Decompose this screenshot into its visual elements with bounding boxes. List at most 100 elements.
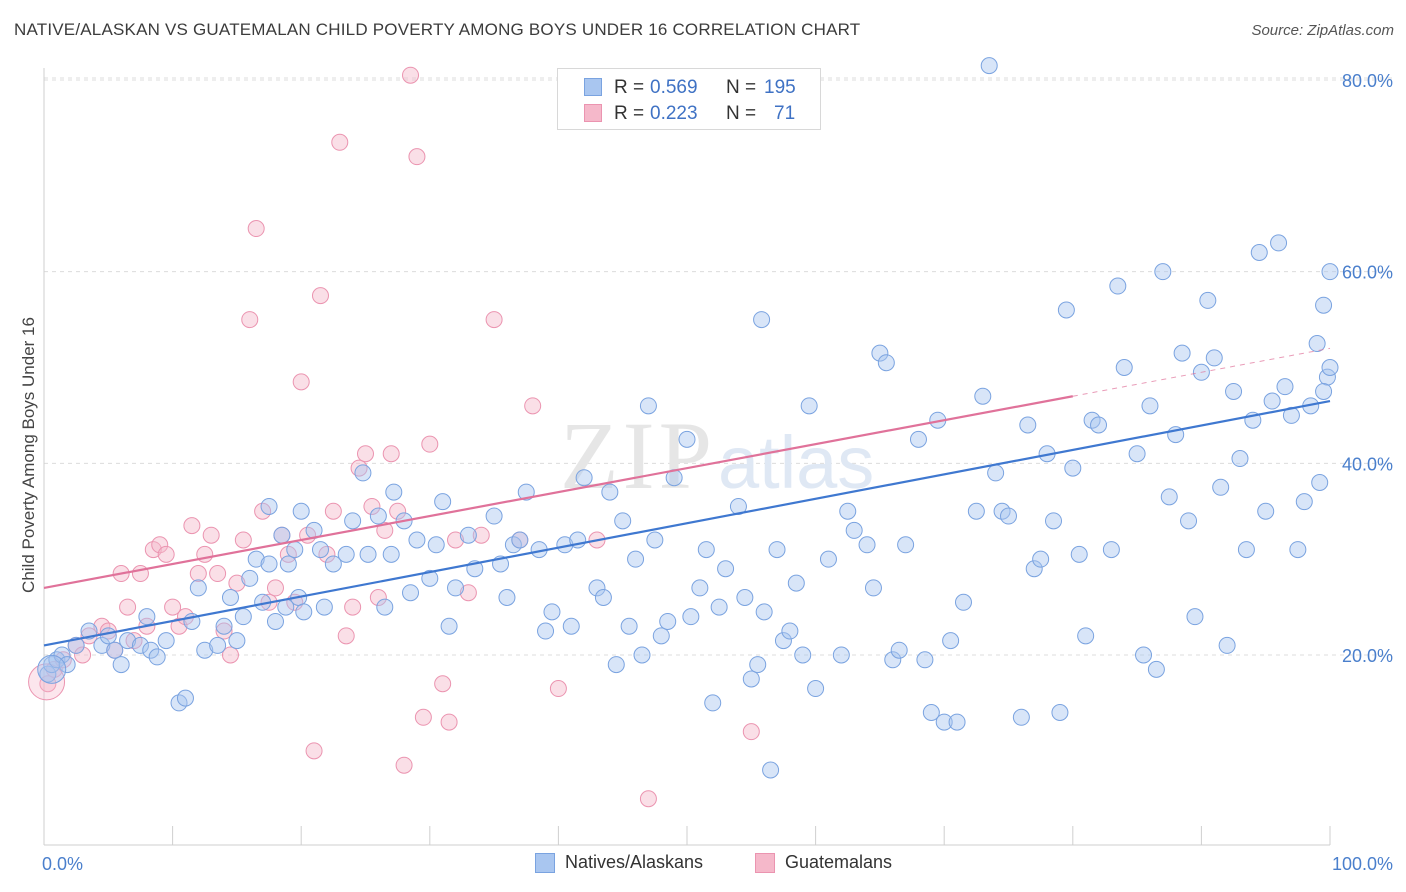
natives-point xyxy=(659,612,677,630)
natives-point xyxy=(189,579,207,597)
natives-point xyxy=(1212,478,1230,496)
natives-point xyxy=(215,617,233,635)
guatemalans-point xyxy=(742,723,760,741)
natives-point xyxy=(607,656,625,674)
natives-point xyxy=(1250,244,1268,261)
natives-point xyxy=(142,641,160,659)
guatemalans-point xyxy=(376,521,394,539)
natives-point xyxy=(138,608,156,626)
natives-point xyxy=(1102,541,1120,559)
natives-point xyxy=(1315,382,1333,400)
natives-point xyxy=(909,430,927,448)
natives-point xyxy=(39,665,57,683)
natives-point xyxy=(781,622,799,640)
guatemalans-point xyxy=(183,517,201,535)
natives-point xyxy=(1051,704,1069,721)
correlation-legend: R = 0.569 N = 195 R = 0.223 N = 71 xyxy=(557,68,821,130)
natives-point xyxy=(67,636,85,654)
natives-point xyxy=(620,617,638,635)
natives-point xyxy=(839,502,857,520)
natives-point xyxy=(119,632,137,650)
natives-point xyxy=(1270,234,1288,252)
natives-point xyxy=(736,589,754,606)
natives-point xyxy=(517,483,535,501)
guatemalans-point xyxy=(549,680,567,698)
natives-point xyxy=(99,627,117,645)
natives-point xyxy=(537,622,555,640)
guatemalans-point xyxy=(202,526,220,544)
y-tick-label: 80.0% xyxy=(1342,71,1393,91)
y-axis-label: Child Poverty Among Boys Under 16 xyxy=(19,317,38,593)
natives-point xyxy=(485,507,503,525)
natives-point xyxy=(691,579,709,597)
natives-point xyxy=(1109,277,1127,295)
natives-point xyxy=(614,512,632,530)
natives-point xyxy=(897,536,915,554)
guatemalans-point xyxy=(164,598,182,616)
natives-point xyxy=(93,636,111,654)
natives-point xyxy=(369,507,387,525)
guatemalans-point xyxy=(344,598,362,616)
natives-point xyxy=(354,464,372,482)
natives-point xyxy=(447,579,465,597)
natives-point xyxy=(942,632,960,650)
legend-n-value: 71 xyxy=(774,103,796,124)
guatemalans-point xyxy=(434,675,452,693)
natives-point xyxy=(1225,382,1243,400)
natives-point xyxy=(1141,397,1159,415)
natives-point xyxy=(148,648,166,666)
guatemalans-point xyxy=(324,502,342,520)
natives-point xyxy=(247,550,265,568)
natives-point xyxy=(408,531,426,549)
natives-point xyxy=(697,541,715,559)
guatemalans-point xyxy=(440,713,458,731)
legend-swatch-pink xyxy=(584,104,602,122)
y-tick-label: 60.0% xyxy=(1342,263,1393,283)
guatemalans-point xyxy=(414,708,432,726)
natives-point xyxy=(710,598,728,616)
natives-point xyxy=(627,550,645,568)
natives-point xyxy=(717,560,735,578)
natives-point xyxy=(292,502,310,520)
natives-point xyxy=(807,680,825,698)
trend-lines xyxy=(43,347,1331,647)
natives-point xyxy=(987,464,1005,482)
guatemalans-point xyxy=(74,646,92,664)
natives-point xyxy=(511,531,529,549)
natives-point xyxy=(1231,450,1249,468)
natives-point xyxy=(871,344,889,362)
natives-point xyxy=(633,646,651,664)
natives-point xyxy=(1025,560,1043,578)
guatemalans-points xyxy=(28,66,773,808)
natives-point xyxy=(337,545,355,563)
natives-point xyxy=(562,617,580,635)
natives-point xyxy=(286,541,304,559)
natives-point xyxy=(1019,416,1037,434)
tick-labels: 20.0% 40.0% 60.0% 80.0% 0.0% 100.0% xyxy=(42,71,1393,874)
natives-point xyxy=(459,526,477,544)
legend-n-value: 195 xyxy=(764,77,796,98)
natives-point xyxy=(266,612,284,630)
natives-point xyxy=(241,569,259,587)
natives-point xyxy=(1308,335,1326,353)
natives-point xyxy=(858,536,876,554)
natives-point xyxy=(678,430,696,448)
natives-point xyxy=(1321,263,1339,281)
natives-point xyxy=(1154,263,1172,281)
natives-point xyxy=(794,646,812,664)
natives-point xyxy=(974,387,992,405)
guatemalans-point xyxy=(215,622,233,640)
natives-point xyxy=(1000,507,1017,525)
natives-point xyxy=(1045,512,1063,530)
guatemalans-point xyxy=(363,497,381,515)
natives-point xyxy=(440,617,458,635)
natives-point xyxy=(1186,608,1204,626)
watermark: ZIP atlas xyxy=(560,402,874,509)
natives-point xyxy=(1160,488,1178,506)
natives-point xyxy=(594,589,612,606)
natives-point xyxy=(1237,541,1255,559)
x-tick-label: 0.0% xyxy=(42,854,83,874)
natives-point xyxy=(967,502,985,520)
guatemalans-point xyxy=(247,220,265,238)
natives-point xyxy=(1173,344,1191,362)
